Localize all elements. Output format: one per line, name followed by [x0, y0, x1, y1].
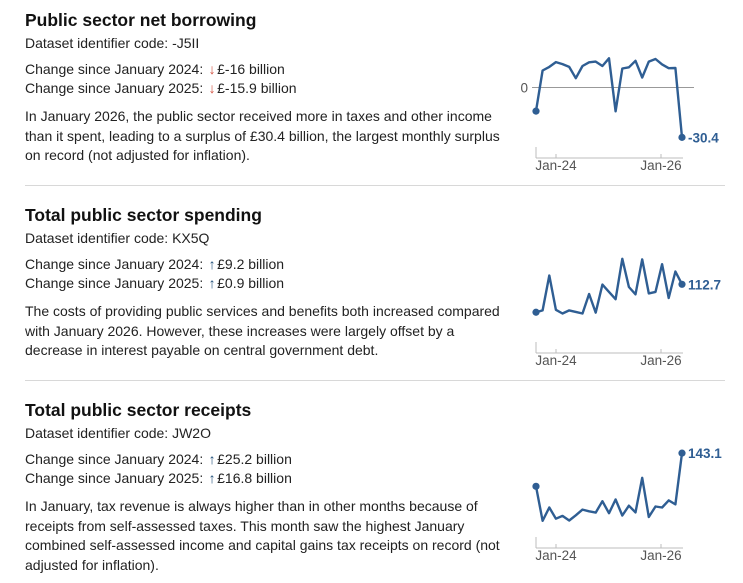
section-net-borrowing: Public sector net borrowing Dataset iden…: [0, 0, 743, 186]
arrow-down-icon: ↓: [208, 80, 216, 96]
change-label: Change since January 2024:: [25, 256, 204, 272]
dataset-identifier: Dataset identifier code: KX5Q: [25, 230, 210, 246]
change-value: £16.8 billion: [217, 470, 292, 486]
change-value: £25.2 billion: [217, 451, 292, 467]
x-tick-label: Jan-24: [535, 158, 577, 173]
arrow-up-icon: ↑: [208, 256, 216, 272]
description: The costs of providing public services a…: [25, 303, 500, 358]
dataset-identifier: Dataset identifier code: -J5II: [25, 35, 200, 51]
change-value: £0.9 billion: [217, 275, 285, 291]
series-end-point: [678, 133, 686, 141]
series-start-point: [532, 308, 540, 316]
description: In January, tax revenue is always higher…: [25, 498, 500, 573]
x-tick-label: Jan-26: [640, 353, 681, 368]
end-value-label: 143.1: [688, 446, 722, 461]
series-end-point: [678, 449, 686, 457]
section-divider: [25, 185, 725, 186]
series-end-point: [678, 280, 686, 288]
description: In January 2026, the public sector recei…: [25, 108, 500, 163]
change-since-jan-2025: Change since January 2025: ↓ £-15.9 billi…: [25, 80, 297, 96]
sparkline-chart: Jan-24 Jan-26 0 -30.4: [520, 57, 719, 173]
series-line: [534, 57, 684, 138]
series-start-point: [532, 482, 540, 490]
arrow-up-icon: ↑: [208, 470, 216, 486]
change-label: Change since January 2025:: [25, 80, 204, 96]
change-label: Change since January 2025:: [25, 470, 204, 486]
sparkline-chart: Jan-24 Jan-26 143.1: [532, 446, 722, 563]
change-label: Change since January 2025:: [25, 275, 204, 291]
change-since-jan-2025: Change since January 2025: ↑ £16.8 billio…: [25, 470, 292, 486]
section-title: Total public sector receipts: [25, 400, 252, 420]
change-since-jan-2025: Change since January 2025: ↑ £0.9 billion: [25, 275, 284, 291]
arrow-up-icon: ↑: [208, 275, 216, 291]
change-label: Change since January 2024:: [25, 61, 204, 77]
x-tick-label: Jan-24: [535, 548, 577, 563]
series-line: [534, 452, 684, 523]
dataset-identifier: Dataset identifier code: JW2O: [25, 425, 211, 441]
series-line: [535, 257, 684, 315]
sparkline-chart: Jan-24 Jan-26 112.7: [532, 257, 721, 368]
change-since-jan-2024: Change since January 2024: ↑ £9.2 billion: [25, 256, 284, 272]
change-value: £9.2 billion: [217, 256, 285, 272]
change-since-jan-2024: Change since January 2024: ↑ £25.2 billio…: [25, 451, 292, 467]
change-value: £-16 billion: [217, 61, 285, 77]
change-since-jan-2024: Change since January 2024: ↓ £-16 billion: [25, 61, 285, 77]
section-title: Public sector net borrowing: [25, 10, 257, 30]
change-label: Change since January 2024:: [25, 451, 204, 467]
x-tick-label: Jan-24: [535, 353, 577, 368]
section-spending: Total public sector spending Dataset ide…: [0, 195, 743, 380]
zero-label: 0: [520, 81, 528, 96]
x-tick-label: Jan-26: [640, 548, 681, 563]
end-value-label: -30.4: [688, 130, 719, 145]
change-value: £-15.9 billion: [217, 80, 297, 96]
end-value-label: 112.7: [688, 277, 721, 292]
arrow-up-icon: ↑: [208, 451, 216, 467]
section-divider: [25, 380, 725, 381]
section-receipts: Total public sector receipts Dataset ide…: [0, 390, 743, 583]
series-start-point: [532, 107, 540, 115]
x-tick-label: Jan-26: [640, 158, 681, 173]
section-title: Total public sector spending: [25, 205, 262, 225]
arrow-down-icon: ↓: [208, 61, 216, 77]
